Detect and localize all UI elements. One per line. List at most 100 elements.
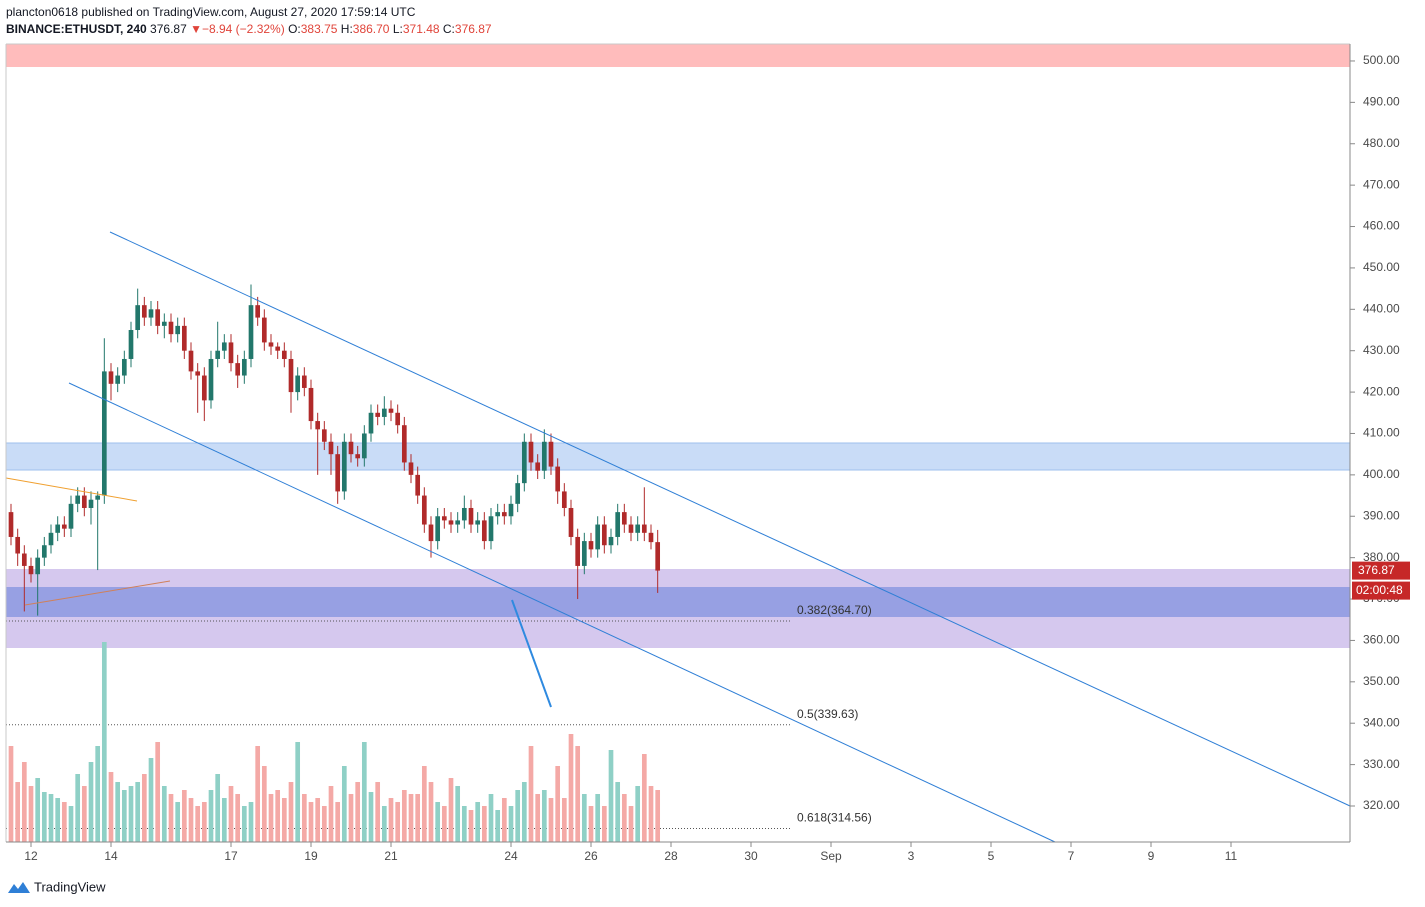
volume-bar: [515, 790, 521, 842]
candle-body: [55, 524, 61, 533]
y-tick-label: 460.00: [1363, 219, 1400, 233]
candle-body: [261, 317, 267, 343]
y-tick-label: 440.00: [1363, 301, 1400, 315]
h-value: 386.70: [352, 22, 390, 36]
volume-bar: [35, 778, 41, 842]
candle-body: [301, 375, 307, 388]
volume-bar: [655, 790, 661, 842]
y-tick-label: 400.00: [1363, 467, 1400, 481]
x-tick-label: 12: [24, 849, 38, 863]
volume-bar: [155, 742, 161, 842]
volume-bar: [355, 782, 361, 842]
candle-body: [628, 524, 634, 533]
o-value: 383.75: [300, 22, 338, 36]
trend-line: [24, 580, 171, 606]
volume-bar: [8, 746, 14, 842]
volume-bar: [481, 806, 487, 842]
candle-body: [221, 342, 227, 351]
candle-body: [528, 441, 534, 463]
candle-body: [81, 495, 87, 508]
volume-bar: [295, 742, 301, 842]
candle-body: [381, 408, 387, 417]
candle-body: [335, 454, 341, 492]
candle-body: [375, 412, 381, 417]
candle-body: [128, 330, 134, 359]
candle-body: [548, 441, 554, 467]
candle-body: [295, 375, 301, 393]
candle-body: [248, 305, 254, 359]
volume-bar: [315, 798, 321, 842]
o-label: O:: [288, 22, 301, 36]
candle-body: [501, 512, 507, 517]
volume-bar: [221, 798, 227, 842]
volume-bar: [528, 746, 534, 842]
volume-bar: [101, 642, 107, 842]
publisher: plancton0618 published on TradingView.co…: [6, 5, 416, 19]
volume-bar: [415, 794, 421, 842]
x-tick-label: 28: [664, 849, 678, 863]
x-tick-label: 21: [384, 849, 398, 863]
candle-body: [441, 516, 447, 521]
candle-body: [35, 557, 41, 575]
volume-bar: [648, 786, 654, 842]
volume-bar: [475, 802, 481, 842]
symbol: BINANCE:ETHUSDT, 240: [6, 22, 147, 36]
volume-bar: [141, 774, 147, 842]
volume-bar: [108, 772, 114, 842]
volume-bar: [568, 734, 574, 842]
candle-body: [455, 520, 461, 525]
candle-body: [135, 305, 141, 331]
candle-body: [361, 433, 367, 459]
volume-bar: [148, 758, 154, 842]
candle-body: [601, 524, 607, 546]
y-tick-label: 320.00: [1363, 798, 1400, 812]
arrow-line: [511, 599, 552, 708]
volume-bar: [621, 794, 627, 842]
volume-bar: [15, 782, 21, 842]
channel-line: [109, 231, 1351, 807]
candle-body: [88, 499, 94, 508]
candle-body: [488, 516, 494, 542]
candle-body: [321, 429, 327, 442]
volume-bar: [388, 798, 394, 842]
candle-body: [48, 532, 54, 546]
x-tick-label: 11: [1225, 849, 1238, 863]
candle-body: [121, 358, 127, 376]
volume-bar: [348, 794, 354, 842]
volume-bar: [135, 782, 141, 842]
volume-bar: [201, 802, 207, 842]
y-tick-label: 410.00: [1363, 426, 1400, 440]
y-tick-label: 420.00: [1363, 384, 1400, 398]
candle-body: [61, 524, 67, 529]
x-tick-label: 7: [1068, 849, 1075, 863]
candle-body: [208, 358, 214, 401]
volume-bar: [261, 766, 267, 842]
candle-body: [75, 495, 81, 504]
volume-bar: [181, 790, 187, 842]
candle-body: [508, 503, 514, 517]
volume-bar: [428, 782, 434, 842]
c-label: C:: [442, 22, 455, 36]
fib-label: 0.618(314.56): [797, 811, 872, 825]
candle-body: [268, 342, 274, 347]
candle-body: [328, 441, 334, 455]
x-tick-label: 30: [744, 849, 758, 863]
volume-bar: [121, 790, 127, 842]
candle-body: [115, 375, 121, 384]
volume-bar: [75, 774, 81, 842]
candle-body: [655, 542, 661, 571]
volume-bar: [368, 792, 374, 842]
candle-body: [475, 520, 481, 525]
candle-body: [368, 412, 374, 434]
volume-bar: [195, 806, 201, 842]
last-price: 376.87: [150, 22, 187, 36]
price-tag: [1352, 561, 1410, 580]
volume-bar: [581, 794, 587, 842]
candle-body: [408, 462, 414, 475]
candle-body: [108, 371, 114, 384]
candle-body: [228, 342, 234, 364]
countdown-tag: [1352, 581, 1410, 600]
candle-body: [241, 358, 247, 376]
candle-body: [141, 305, 147, 318]
volume-bar: [48, 794, 54, 842]
